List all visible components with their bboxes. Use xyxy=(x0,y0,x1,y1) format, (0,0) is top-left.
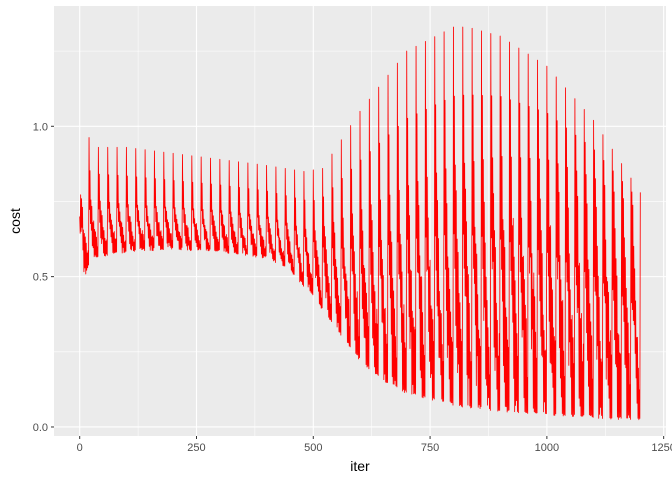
x-tick-label: 250 xyxy=(187,442,205,454)
y-axis-title: cost xyxy=(7,208,23,234)
y-tick-label: 0.0 xyxy=(33,422,48,434)
x-tick-label: 1000 xyxy=(535,442,559,454)
series-layer xyxy=(79,26,641,421)
x-tick-label: 0 xyxy=(77,442,83,454)
x-tick-label: 750 xyxy=(421,442,439,454)
x-tick-label: 500 xyxy=(304,442,322,454)
y-tick-label: 0.5 xyxy=(33,272,48,284)
x-axis-title: iter xyxy=(350,458,370,474)
cost-series-line xyxy=(79,26,641,421)
y-tick-label: 1.0 xyxy=(33,121,48,133)
axis-ticks xyxy=(51,125,665,439)
